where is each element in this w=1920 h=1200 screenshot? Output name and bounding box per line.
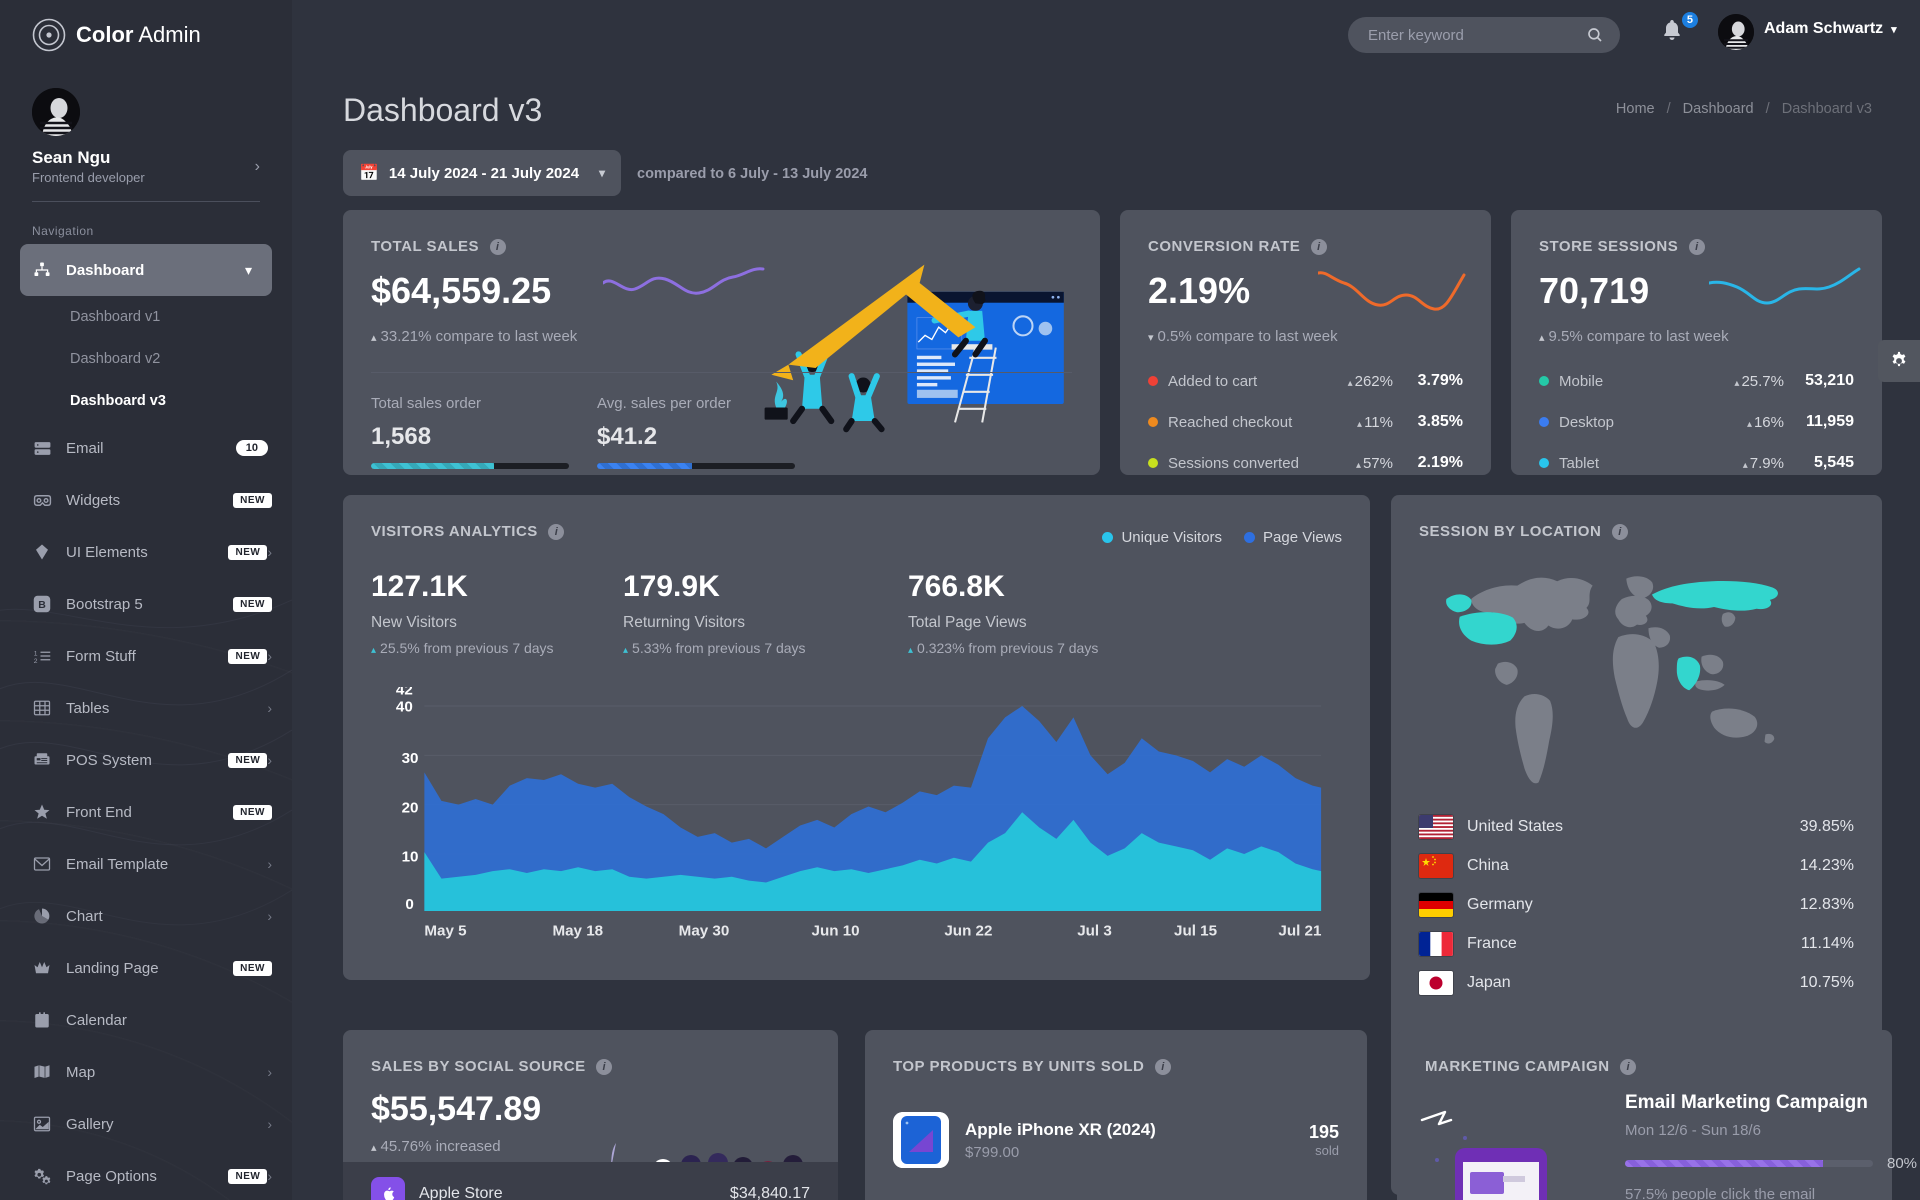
svg-text:10: 10	[402, 849, 419, 866]
svg-text:1: 1	[34, 650, 38, 657]
svg-text:Jun 22: Jun 22	[944, 923, 992, 940]
svg-text:20: 20	[402, 799, 419, 816]
svg-text:Jun 10: Jun 10	[812, 923, 860, 940]
svg-text:May 30: May 30	[679, 923, 730, 940]
svg-text:May 18: May 18	[552, 923, 603, 940]
svg-text:42: 42	[396, 687, 413, 699]
svg-text:Jul 3: Jul 3	[1077, 923, 1112, 940]
svg-text:30: 30	[402, 750, 419, 767]
svg-text:B: B	[38, 599, 46, 611]
svg-text:2: 2	[34, 658, 38, 665]
svg-text:40: 40	[396, 699, 413, 716]
svg-text:0: 0	[405, 896, 413, 913]
svg-text:Jul 21: Jul 21	[1278, 923, 1322, 940]
svg-text:Jul 15: Jul 15	[1174, 923, 1218, 940]
svg-text:May 5: May 5	[424, 923, 467, 940]
